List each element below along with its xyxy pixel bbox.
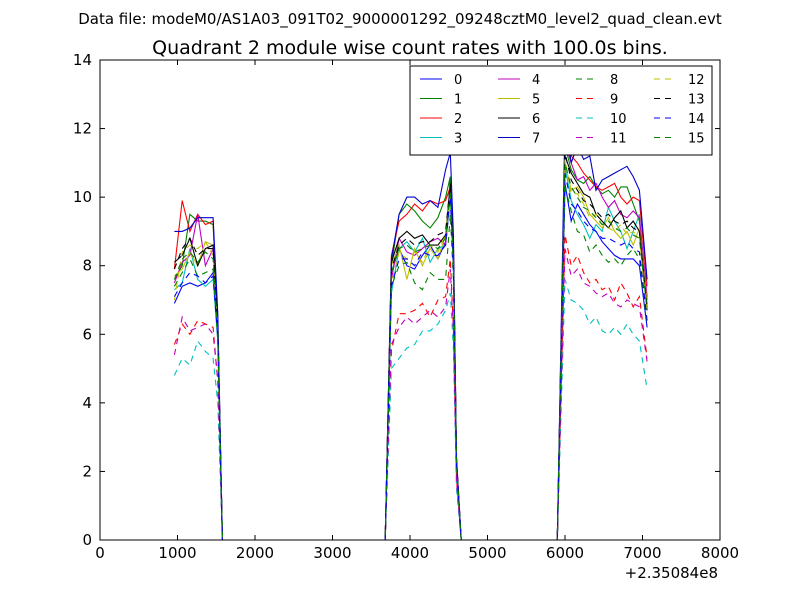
x-tick-label-4: 4000 [391, 544, 429, 562]
legend-frame [409, 65, 713, 156]
series-line-15 [173, 162, 648, 541]
legend-label-11: 11 [610, 132, 627, 147]
axis-ticks: 0 1000 2000 3000 4000 5000 6000 7000 80000246810… [73, 51, 739, 562]
series-line-14 [173, 172, 648, 541]
x-tick-label-6: 6000 [546, 544, 584, 562]
legend-label-1: 1 [454, 93, 462, 108]
legend-label-5: 5 [532, 93, 540, 108]
x-tick-label-8: 8000 [701, 544, 739, 562]
legend-label-0: 0 [454, 73, 462, 88]
series-line-9 [173, 234, 648, 541]
y-tick-label-2: 4 [82, 394, 92, 412]
y-tick-label-1: 2 [82, 462, 92, 480]
legend-label-2: 2 [454, 112, 462, 127]
series-line-3 [174, 166, 648, 541]
series-line-12 [173, 159, 648, 541]
chart-title: Quadrant 2 module wise count rates with … [152, 37, 668, 59]
plot-lines [173, 118, 648, 541]
legend-label-10: 10 [610, 112, 627, 127]
series-line-8 [173, 186, 648, 541]
legend-label-13: 13 [688, 93, 705, 108]
series-line-1 [173, 145, 648, 541]
series-line-5 [174, 162, 648, 541]
legend-label-9: 9 [610, 93, 618, 108]
series-line-6 [174, 155, 648, 541]
legend-label-15: 15 [688, 132, 705, 147]
legend-label-6: 6 [532, 112, 540, 127]
x-tick-label-0: 0 [95, 544, 105, 562]
legend-label-8: 8 [610, 73, 618, 88]
legend-label-14: 14 [688, 112, 705, 127]
figure-suptitle: Data file: modeM0/AS1A03_091T02_90000012… [78, 10, 722, 29]
x-tick-label-7: 7000 [623, 544, 661, 562]
legend-label-4: 4 [532, 73, 540, 88]
x-tick-label-3: 3000 [313, 544, 351, 562]
series-line-0 [173, 179, 648, 541]
y-tick-label-3: 6 [82, 325, 92, 343]
y-tick-label-5: 10 [73, 188, 92, 206]
x-tick-label-2: 2000 [236, 544, 274, 562]
x-tick-label-1: 1000 [158, 544, 196, 562]
legend-label-7: 7 [532, 132, 540, 147]
y-tick-label-6: 12 [73, 120, 92, 138]
y-tick-label-7: 14 [73, 51, 92, 69]
series-line-11 [173, 248, 648, 541]
legend-label-3: 3 [454, 132, 462, 147]
series-line-4 [173, 142, 648, 541]
y-tick-label-4: 8 [82, 257, 92, 275]
x-offset-label: +2.35084e8 [625, 564, 718, 582]
series-line-10 [173, 279, 648, 541]
series-line-2 [173, 143, 648, 541]
x-tick-label-5: 5000 [468, 544, 506, 562]
legend-label-12: 12 [688, 73, 705, 88]
y-tick-label-0: 0 [82, 531, 92, 549]
